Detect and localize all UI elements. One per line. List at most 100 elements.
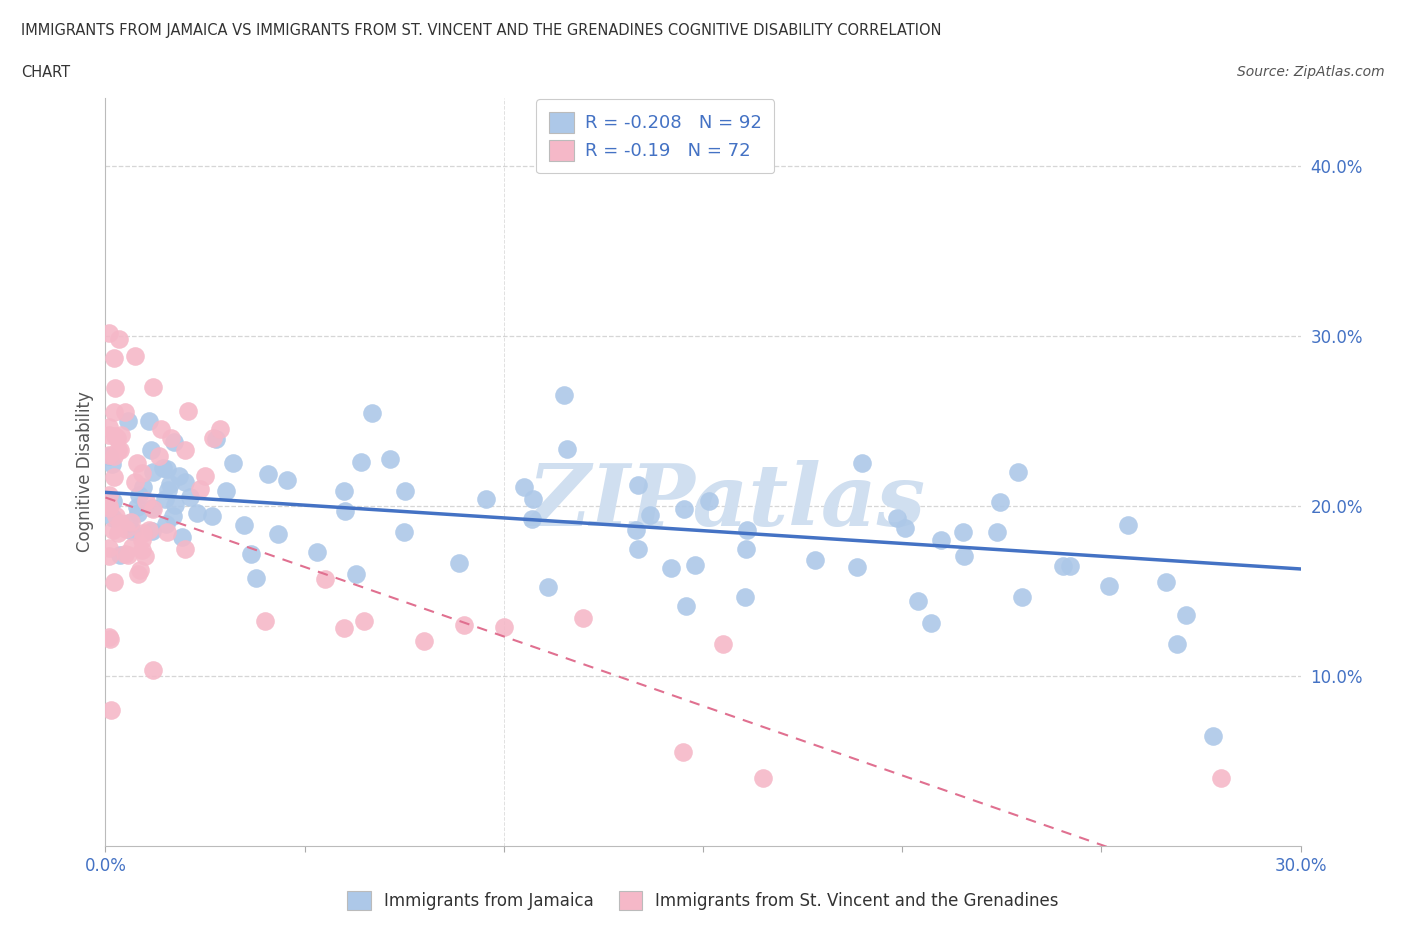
Point [155, 491, 177, 506]
Point [177, 404, 200, 418]
Point [172, 529, 194, 544]
Point [104, 381, 127, 396]
Y-axis label: Cognitive Disability: Cognitive Disability [76, 392, 94, 552]
Point [735, 523, 758, 538]
Point [449, 555, 471, 570]
Point [253, 614, 276, 629]
Point [157, 483, 180, 498]
Text: ZIPatlas: ZIPatlas [527, 460, 927, 544]
Point [121, 539, 143, 554]
Point [104, 429, 127, 444]
Point [186, 505, 208, 520]
Point [1059, 558, 1081, 573]
Point [333, 503, 356, 518]
Point [314, 572, 336, 587]
Point [1116, 517, 1139, 532]
Point [267, 526, 290, 541]
Point [553, 388, 575, 403]
Point [174, 443, 197, 458]
Point [131, 466, 153, 481]
Point [907, 594, 929, 609]
Point [103, 523, 125, 538]
Point [105, 431, 128, 445]
Point [128, 563, 150, 578]
Point [920, 616, 942, 631]
Point [697, 494, 720, 509]
Point [127, 566, 149, 581]
Point [167, 469, 190, 484]
Point [98, 326, 121, 340]
Point [101, 511, 124, 525]
Point [98, 419, 121, 434]
Point [1202, 728, 1225, 743]
Point [98, 540, 121, 555]
Point [522, 512, 544, 526]
Point [394, 484, 416, 498]
Point [1007, 464, 1029, 479]
Point [131, 533, 153, 548]
Point [104, 509, 127, 524]
Point [215, 484, 238, 498]
Point [163, 434, 186, 449]
Point [103, 575, 125, 590]
Text: Source: ZipAtlas.com: Source: ZipAtlas.com [1237, 65, 1385, 79]
Point [118, 515, 141, 530]
Point [117, 413, 139, 428]
Point [103, 405, 125, 419]
Point [474, 492, 496, 507]
Point [98, 448, 121, 463]
Point [127, 456, 149, 471]
Point [734, 541, 756, 556]
Point [127, 505, 149, 520]
Point [117, 548, 139, 563]
Point [672, 502, 695, 517]
Point [131, 542, 153, 557]
Point [114, 405, 136, 419]
Point [1011, 590, 1033, 604]
Point [139, 443, 162, 458]
Point [845, 559, 868, 574]
Point [626, 522, 648, 537]
Point [201, 509, 224, 524]
Point [201, 431, 224, 445]
Point [711, 637, 734, 652]
Point [1097, 578, 1119, 593]
Point [107, 442, 129, 457]
Point [107, 525, 129, 540]
Point [141, 500, 163, 515]
Point [103, 470, 125, 485]
Point [132, 525, 155, 540]
Point [98, 548, 121, 563]
Point [156, 462, 179, 477]
Point [103, 448, 125, 463]
Text: CHART: CHART [21, 65, 70, 80]
Point [108, 443, 131, 458]
Point [453, 618, 475, 632]
Point [108, 331, 131, 346]
Point [173, 474, 195, 489]
Point [361, 405, 384, 420]
Point [222, 455, 245, 470]
Point [392, 525, 415, 539]
Point [952, 525, 974, 539]
Point [513, 480, 536, 495]
Point [162, 509, 184, 524]
Point [142, 501, 165, 516]
Legend: Immigrants from Jamaica, Immigrants from St. Vincent and the Grenadines: Immigrants from Jamaica, Immigrants from… [340, 884, 1066, 917]
Point [1175, 607, 1198, 622]
Point [142, 379, 165, 394]
Point [148, 448, 170, 463]
Point [125, 499, 148, 514]
Point [188, 482, 211, 497]
Point [98, 630, 121, 644]
Point [163, 498, 186, 512]
Point [141, 524, 163, 538]
Point [101, 457, 124, 472]
Point [659, 561, 682, 576]
Point [98, 500, 121, 515]
Legend: R = -0.208   N = 92, R = -0.19   N = 72: R = -0.208 N = 92, R = -0.19 N = 72 [536, 100, 775, 173]
Point [1052, 558, 1074, 573]
Point [124, 474, 146, 489]
Point [276, 472, 298, 487]
Point [675, 598, 697, 613]
